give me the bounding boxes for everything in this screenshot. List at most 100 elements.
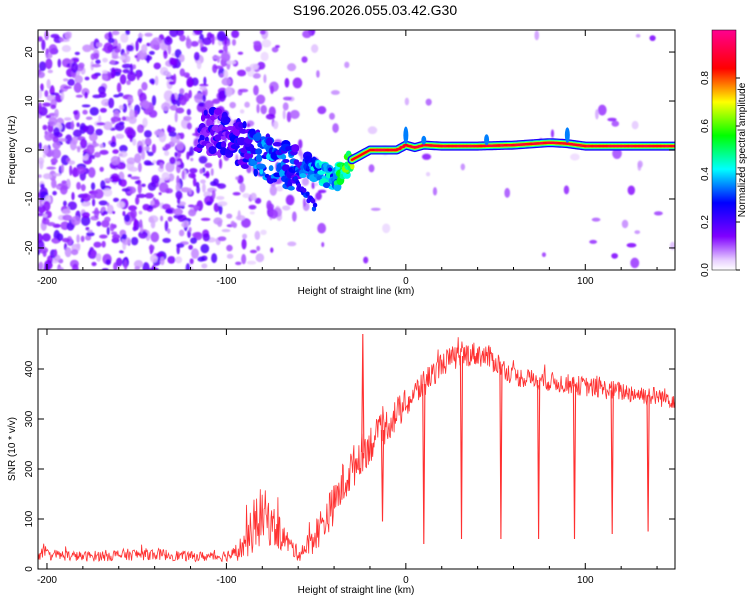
spectrogram-speckle [124,126,134,136]
spectrogram-speckle [144,130,152,138]
spectrogram-speckle [245,66,252,72]
spectrogram-speckle [163,36,173,46]
spectrogram-speckle [71,215,81,226]
spectrogram-speckle [41,217,50,225]
spectrogram-ridge-spike [564,127,570,143]
spectrogram-speckle [367,126,378,135]
spectrogram-speckle [144,32,153,37]
spectrogram-ridge-blob [251,147,256,155]
spectrogram-speckle [218,92,226,102]
spectrogram-speckle [77,147,81,153]
spectrogram-speckle [44,90,49,98]
spectrogram-speckle [50,104,57,110]
spectrogram-ridge-blob [287,185,295,191]
spectrogram-speckle [179,88,185,95]
spectrogram-speckle [121,233,127,240]
spectrogram-speckle [239,182,246,193]
spectrogram-speckle [198,155,208,164]
spectrogram-speckle [67,201,78,211]
spectrogram-speckle [382,223,391,234]
spectrogram-speckle [122,210,126,217]
spectrogram-speckle [81,104,91,108]
spectrogram-speckle [115,257,123,267]
spectrogram-ridge-blob [310,198,316,204]
snr-dropout-spike [537,379,541,540]
spectrogram-speckle [146,54,150,64]
spectrogram-speckle [299,152,304,161]
spectrogram-speckle [66,221,75,231]
spectrogram-ridge-core [399,145,406,149]
spectrogram-speckle [151,174,160,184]
spectrogram-speckle [133,110,138,118]
spectrogram-y-tick-label: 10 [24,95,35,107]
spectrogram-speckle [541,252,547,258]
spectrogram-speckle [255,253,265,263]
spectrogram-speckle [206,201,212,206]
spectrogram-speckle [314,182,319,187]
spectrogram-speckle [152,159,157,164]
spectrogram-speckle [38,233,43,244]
spectrogram-speckle [316,70,320,78]
spectrogram-speckle [239,109,245,114]
spectrogram-speckle [143,160,152,166]
spectrogram-ridge-blob [322,182,331,189]
spectrogram-speckle [71,192,75,201]
spectrogram-speckle [46,53,53,59]
spectrogram-speckle [46,78,51,89]
spectrogram-speckle [188,244,193,250]
spectrogram-speckle [265,113,276,120]
spectrogram-speckle [95,128,103,136]
spectrogram-speckle [217,30,226,42]
spectrogram-speckle [201,91,207,96]
snr-x-tick-label: 0 [403,575,409,586]
spectrogram-speckle [74,75,83,84]
spectrogram-speckle [42,124,48,131]
spectrogram-x-tick-label: 0 [403,276,409,287]
spectrogram-speckle [266,200,272,211]
spectrogram-speckle [116,82,122,93]
spectrogram-ridge-blob [278,169,286,178]
spectrogram-speckle [81,201,91,207]
spectrogram-speckle [634,230,641,235]
spectrogram-speckle [127,96,134,104]
spectrogram-speckle [91,154,95,160]
spectrogram-speckle [76,181,81,190]
spectrogram-ridge-blob [268,165,274,172]
spectrogram-speckle [231,30,240,39]
spectrogram-speckle [176,141,185,151]
spectrogram-speckle [90,182,96,191]
spectrogram-speckle [106,204,114,215]
spectrogram-speckle [217,201,228,207]
spectrogram-speckle [218,158,223,169]
spectrogram-speckle [317,189,327,194]
colorbar-tick-label: 0.8 [700,71,711,85]
spectrogram-ridge-blob [255,148,263,155]
spectrogram-speckle [183,92,190,102]
spectrogram-speckle [134,180,141,185]
colorbar: 0.0 0.2 0.4 0.6 0.8 Normalized spectral ampl… [700,29,748,277]
spectrogram-speckle [72,263,79,270]
spectrogram-speckle [235,176,239,180]
spectrogram-speckle [298,139,303,149]
spectrogram-speckle [404,97,410,106]
spectrogram-speckle [211,253,218,264]
spectrogram-speckle [84,153,89,160]
spectrogram-speckle [103,121,113,131]
spectrogram-speckle [226,244,233,252]
spectrogram-speckle [183,115,192,121]
spectrogram-speckle [72,129,82,138]
spectrogram-speckle [121,116,127,121]
spectrogram-ridge-blob [203,109,208,116]
spectrogram-speckle [94,207,99,219]
spectrogram-ridge-blob [213,108,222,116]
spectrogram-speckle [98,115,102,123]
spectrogram-ridge-blob [265,137,273,146]
spectrogram-speckle [460,163,466,171]
spectrogram-ridge-blob [282,158,290,164]
spectrogram-speckle [38,61,47,72]
spectrogram-speckle [118,151,128,158]
spectrogram-speckle [123,259,128,270]
spectrogram-speckle [282,109,286,120]
spectrogram-speckle [61,180,67,184]
spectrogram-speckle [51,178,57,189]
